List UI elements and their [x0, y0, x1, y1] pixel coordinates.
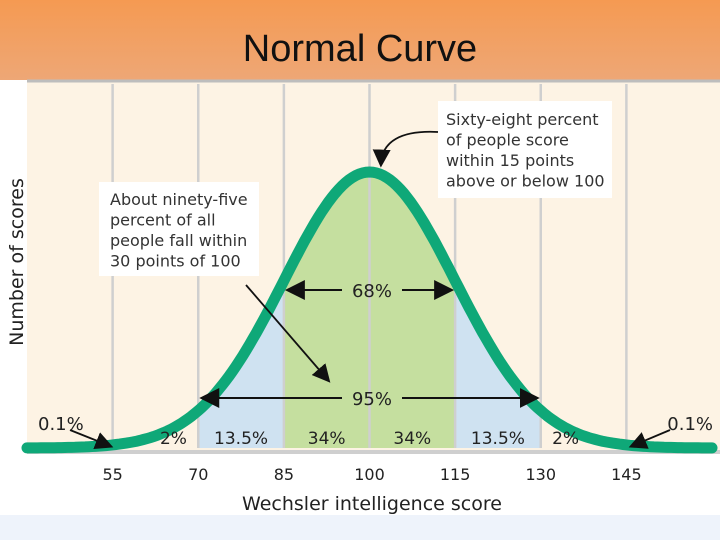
- region-label-100-115: 34%: [393, 429, 431, 449]
- normal-curve-line: [21, 166, 718, 454]
- callout-95-line-1: About ninety-five: [110, 190, 248, 209]
- y-axis-title: Number of scores: [6, 178, 28, 346]
- range-95-label: 95%: [352, 389, 392, 410]
- title-bar: [0, 0, 720, 80]
- x-tick-label-85: 85: [274, 465, 294, 484]
- region-label-85-100: 34%: [308, 429, 346, 449]
- x-tick-label-100: 100: [354, 465, 385, 484]
- callout-95-line-2: percent of all: [110, 211, 216, 230]
- tail-arrow-left: [69, 429, 114, 450]
- range-68-label: 68%: [352, 281, 392, 302]
- x-axis-title: Wechsler intelligence score: [242, 493, 502, 515]
- x-tick-label-70: 70: [188, 465, 208, 484]
- region-label-70-85: 13.5%: [214, 429, 268, 449]
- callout-68-line-4: above or below 100: [446, 172, 605, 191]
- callout-68-line-3: within 15 points: [446, 151, 574, 170]
- callout-95-arrow: [245, 284, 331, 383]
- callout-68-line-2: of people score: [446, 131, 569, 150]
- tail-arrow-right: [628, 429, 671, 449]
- x-tick-label-145: 145: [611, 465, 642, 484]
- callout-68-box: [438, 101, 612, 198]
- region-label-55-70: 2%: [160, 429, 187, 449]
- callout-68-arrow: [372, 130, 439, 168]
- x-tick-label-130: 130: [525, 465, 556, 484]
- region-label-130-145: 2%: [552, 429, 579, 449]
- region-label-145-160: 0.1%: [667, 414, 713, 435]
- footer-band: [0, 515, 720, 540]
- callout-95-line-3: people fall within: [110, 231, 247, 250]
- callout-95-line-4: 30 points of 100: [110, 252, 241, 271]
- x-tick-label-115: 115: [440, 465, 471, 484]
- x-tick-label-55: 55: [102, 465, 122, 484]
- region-label-40-55: 0.1%: [38, 414, 84, 435]
- callout-95-box: [99, 182, 259, 276]
- page-title: Normal Curve: [242, 28, 478, 70]
- region-label-115-130: 13.5%: [471, 429, 525, 449]
- callout-68-line-1: Sixty-eight percent: [446, 110, 599, 129]
- plot-left-strip: [0, 80, 27, 515]
